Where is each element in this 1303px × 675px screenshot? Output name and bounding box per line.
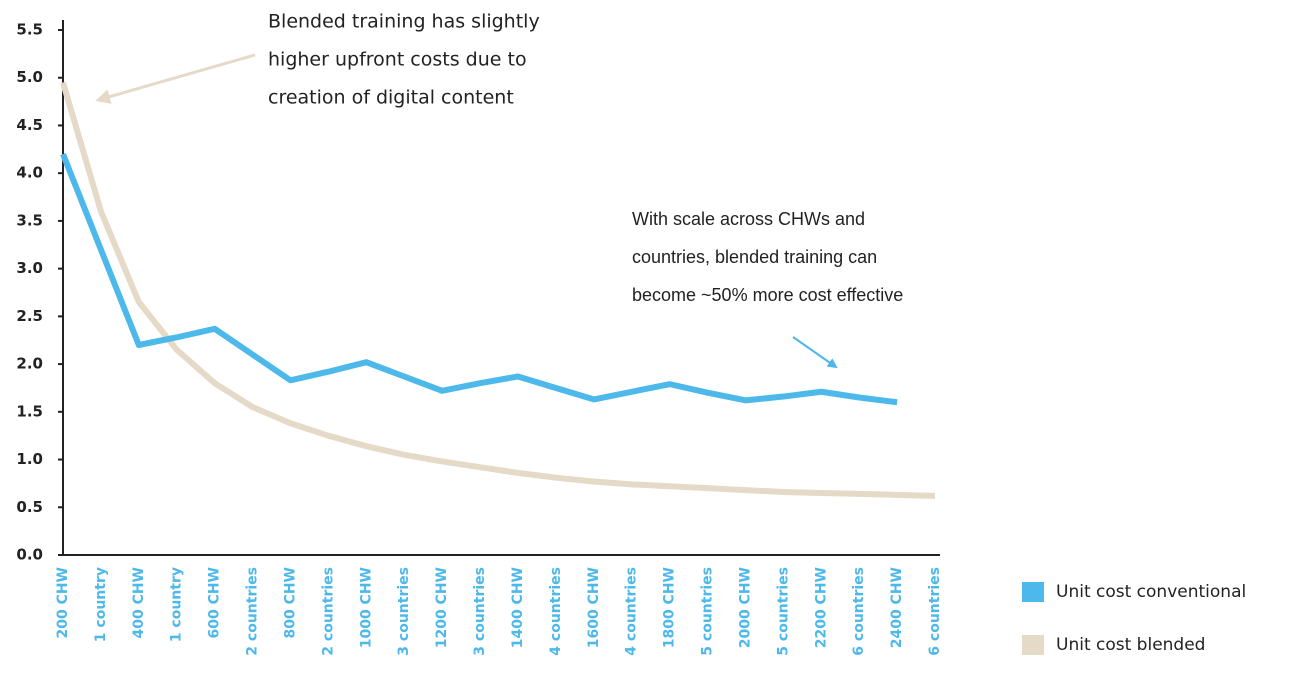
x-tick-label: 6 countries [851, 567, 867, 656]
x-tick-label: 1600 CHW [586, 567, 602, 648]
y-tick-label: 5.5 [16, 21, 43, 39]
x-tick-label: 5 countries [775, 567, 791, 656]
annotation: higher upfront costs due to [268, 49, 527, 71]
y-tick-label: 1.0 [16, 450, 43, 468]
arrow [95, 53, 256, 104]
x-tick-label: 1200 CHW [434, 567, 450, 648]
x-tick-label: 2000 CHW [737, 567, 753, 648]
x-tick-label: 4 countries [548, 567, 564, 656]
x-tick-label: 1400 CHW [510, 567, 526, 648]
x-tick-label: 1800 CHW [662, 567, 678, 648]
annotation: become ~50% more cost effective [632, 285, 903, 305]
legend-swatch [1022, 635, 1044, 655]
x-tick-label: 4 countries [624, 567, 640, 656]
x-tick-label: 2400 CHW [889, 567, 905, 648]
y-tick-label: 3.0 [16, 259, 43, 277]
x-tick-label: 2 countries [245, 567, 261, 656]
y-tick-label: 3.5 [16, 211, 43, 229]
annotation: creation of digital content [268, 87, 514, 109]
x-tick-label: 6 countries [927, 567, 943, 656]
y-tick-label: 1.5 [16, 402, 43, 420]
legend-label: Unit cost conventional [1056, 582, 1246, 602]
y-tick-label: 0.5 [16, 498, 43, 516]
x-tick-label: 5 countries [700, 567, 716, 656]
annotation: Blended training has slightly [268, 11, 540, 33]
y-tick-label: 4.0 [16, 164, 43, 182]
x-tick-label: 1 country [169, 567, 185, 642]
x-tick-label: 1 country [93, 567, 109, 642]
series-line [60, 81, 936, 499]
x-tick-label: 2 countries [320, 567, 336, 656]
x-tick-label: 3 countries [396, 567, 412, 656]
legend-label: Unit cost blended [1056, 635, 1205, 655]
x-tick-label: 400 CHW [131, 567, 147, 639]
x-tick-label: 1000 CHW [358, 567, 374, 648]
annotation: countries, blended training can [632, 247, 877, 267]
y-tick-label: 4.5 [16, 116, 43, 134]
x-tick-label: 200 CHW [55, 567, 71, 639]
series-line [60, 152, 898, 406]
legend-swatch [1022, 582, 1044, 602]
x-tick-label: 600 CHW [207, 567, 223, 639]
x-tick-label: 800 CHW [282, 567, 298, 639]
y-tick-label: 0.0 [16, 546, 43, 564]
y-tick-label: 5.0 [16, 68, 43, 86]
annotation: With scale across CHWs and [632, 209, 865, 229]
y-tick-label: 2.5 [16, 307, 43, 325]
x-tick-label: 2200 CHW [813, 567, 829, 648]
arrow [792, 336, 838, 369]
y-tick-label: 2.0 [16, 355, 43, 373]
x-tick-label: 3 countries [472, 567, 488, 656]
